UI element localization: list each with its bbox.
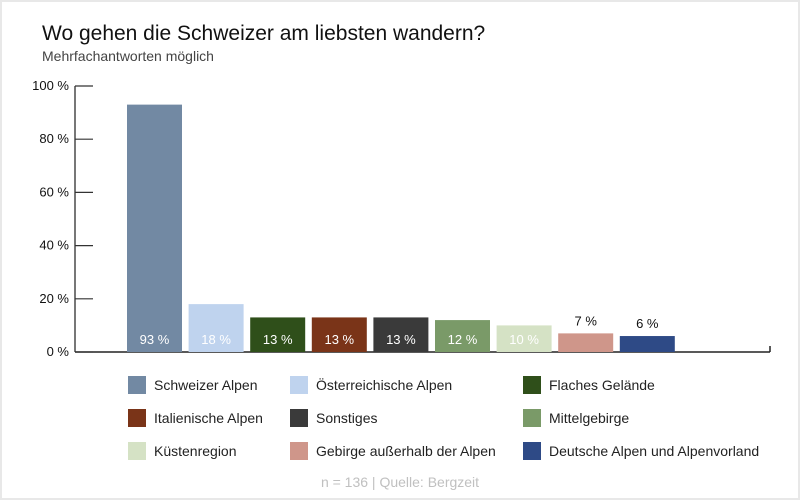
bar	[619, 336, 675, 352]
data-label: 18 %	[201, 332, 231, 347]
legend-swatch	[128, 442, 146, 460]
y-tick-label: 0 %	[47, 344, 70, 359]
bar	[311, 317, 367, 352]
bar	[558, 333, 614, 352]
y-tick-label: 100 %	[32, 78, 69, 93]
chart-subtitle: Mehrfachantworten möglich	[42, 48, 214, 64]
bar	[496, 325, 552, 352]
data-label: 10 %	[509, 332, 539, 347]
y-tick-label: 20 %	[39, 291, 69, 306]
legend-swatch	[128, 376, 146, 394]
legend-label: Gebirge außerhalb der Alpen	[316, 443, 496, 459]
bar	[373, 317, 429, 352]
bar	[435, 320, 490, 352]
legend-label: Sonstiges	[316, 410, 378, 426]
legend-swatch	[290, 409, 308, 427]
data-label: 13 %	[324, 332, 354, 347]
legend-swatch	[523, 409, 541, 427]
source-note: n = 136 | Quelle: Bergzeit	[320, 474, 480, 490]
data-label: 13 %	[263, 332, 293, 347]
legend-item: Küstenregion	[128, 442, 237, 460]
legend-item: Schweizer Alpen	[128, 376, 258, 394]
legend-swatch	[523, 376, 541, 394]
data-label: 6 %	[636, 316, 659, 331]
bar-chart: 0 % 20 % 40 % 60 % 80 % 100 % 93 % 18 % 13 % 13 %…	[32, 78, 771, 359]
legend-swatch	[290, 442, 308, 460]
legend-label: Küstenregion	[154, 443, 237, 459]
legend-label: Mittelgebirge	[549, 410, 630, 426]
legend-swatch	[290, 376, 308, 394]
data-label: 12 %	[448, 332, 478, 347]
legend-item: Deutsche Alpen und Alpenvorland	[523, 442, 759, 460]
legend-item: Sonstiges	[290, 409, 377, 427]
y-tick-label: 80 %	[39, 131, 69, 146]
data-label: 13 %	[386, 332, 416, 347]
bar	[250, 317, 306, 352]
data-label: 7 %	[574, 313, 597, 328]
legend-item: Italienische Alpen	[128, 409, 263, 427]
bar	[188, 304, 244, 352]
y-tick-label: 60 %	[39, 184, 69, 199]
legend-label: Schweizer Alpen	[154, 377, 258, 393]
legend-label: Österreichische Alpen	[316, 377, 453, 393]
legend-item: Flaches Gelände	[523, 376, 655, 394]
legend-swatch	[523, 442, 541, 460]
bar	[127, 104, 182, 353]
chart-title: Wo gehen die Schweizer am liebsten wande…	[42, 22, 486, 45]
legend-label: Italienische Alpen	[154, 410, 263, 426]
legend-item: Mittelgebirge	[523, 409, 629, 427]
legend-item: Gebirge außerhalb der Alpen	[290, 442, 496, 460]
legend-label: Flaches Gelände	[549, 377, 655, 393]
legend-swatch	[128, 409, 146, 427]
data-label: 93 %	[140, 332, 170, 347]
legend-label: Deutsche Alpen und Alpenvorland	[549, 443, 760, 459]
legend-item: Österreichische Alpen	[290, 376, 452, 394]
y-tick-label: 40 %	[39, 238, 69, 253]
